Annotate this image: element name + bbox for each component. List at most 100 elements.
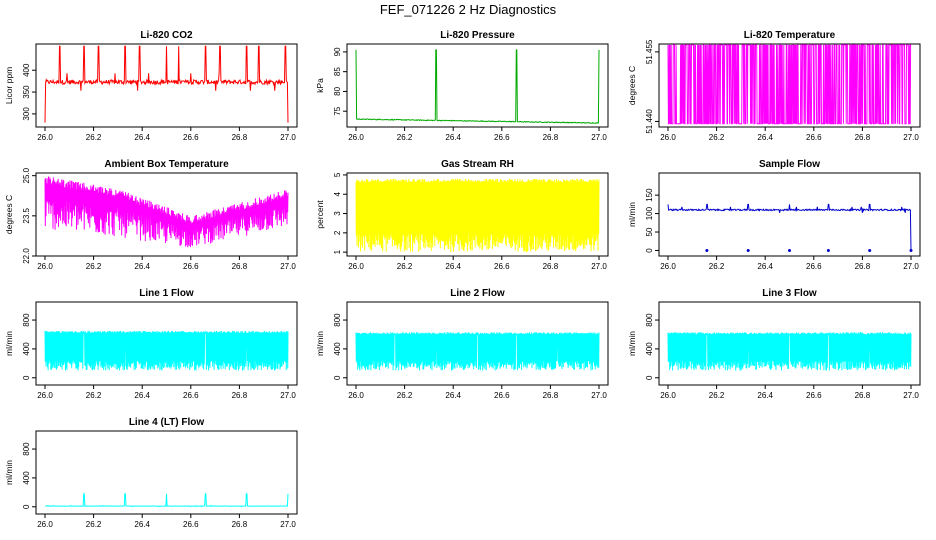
x-tick-label: 26.4 xyxy=(134,262,150,271)
x-tick-label: 26.2 xyxy=(397,133,413,142)
x-tick-label: 27.0 xyxy=(280,262,296,271)
y-tick-label: 300 xyxy=(22,107,31,121)
data-series-line xyxy=(44,493,289,508)
y-tick-label: 51.440 xyxy=(645,109,654,134)
plot-frame xyxy=(35,301,298,386)
x-tick-label: 26.4 xyxy=(757,133,773,142)
plot-frame xyxy=(35,43,298,128)
x-tick-label: 26.0 xyxy=(37,262,53,271)
y-tick-label: 400 xyxy=(22,342,31,356)
chart-title: Li-820 Pressure xyxy=(440,30,515,41)
x-tick-label: 27.0 xyxy=(903,262,919,271)
data-point xyxy=(826,248,830,252)
y-tick-label: 400 xyxy=(22,471,31,485)
x-tick-label: 26.4 xyxy=(134,520,150,529)
y-axis-label: ml/min xyxy=(315,331,325,356)
y-tick-label: 25.0 xyxy=(22,167,31,183)
data-point xyxy=(909,248,913,252)
y-tick-label: 1 xyxy=(333,249,342,254)
chart-panel-1: Li-820 CO2 26.0 26.2 26.4 26.6 26.8 27.0 300 350… xyxy=(4,30,298,142)
chart-title: Line 3 Flow xyxy=(762,288,817,299)
y-axis-label: degrees C xyxy=(627,66,637,105)
data-series-line xyxy=(667,203,912,251)
x-tick-label: 26.6 xyxy=(183,133,199,142)
x-tick-label: 27.0 xyxy=(591,133,607,142)
data-series-line xyxy=(44,45,289,123)
plot-frame xyxy=(658,43,921,128)
x-tick-label: 26.2 xyxy=(86,520,102,529)
x-tick-label: 26.2 xyxy=(86,391,102,400)
y-tick-label: 800 xyxy=(22,442,31,456)
y-tick-label: 800 xyxy=(22,313,31,327)
chart-title: Line 4 (LT) Flow xyxy=(129,417,205,428)
y-tick-label: 400 xyxy=(333,342,342,356)
x-tick-label: 26.8 xyxy=(232,520,248,529)
x-tick-label: 26.2 xyxy=(86,262,102,271)
x-tick-label: 26.4 xyxy=(134,133,150,142)
y-tick-label: 90 xyxy=(333,47,342,56)
chart-panel-8: Line 2 Flow 26.0 26.2 26.4 26.6 26.8 27.0 0 400 8… xyxy=(315,288,609,400)
x-tick-label: 26.8 xyxy=(232,133,248,142)
x-tick-label: 26.0 xyxy=(37,520,53,529)
chart-title: Li-820 Temperature xyxy=(744,30,836,41)
y-tick-label: 3 xyxy=(333,211,342,216)
y-axis-label: ml/min xyxy=(627,331,637,356)
x-tick-label: 27.0 xyxy=(591,391,607,400)
x-tick-label: 26.0 xyxy=(660,391,676,400)
data-series-line xyxy=(44,176,289,248)
y-axis-label: ml/min xyxy=(4,331,14,356)
y-tick-label: 22.0 xyxy=(22,248,31,264)
data-series-line xyxy=(44,330,289,371)
x-tick-label: 26.0 xyxy=(37,133,53,142)
y-tick-label: 150 xyxy=(645,188,654,202)
y-axis-label: ml/min xyxy=(4,460,14,485)
y-axis-label: percent xyxy=(315,200,325,229)
x-tick-label: 26.0 xyxy=(37,391,53,400)
chart-title: Li-820 CO2 xyxy=(140,30,193,41)
x-tick-label: 26.6 xyxy=(494,262,510,271)
x-tick-label: 26.6 xyxy=(183,262,199,271)
x-tick-label: 27.0 xyxy=(903,133,919,142)
x-tick-label: 26.0 xyxy=(660,262,676,271)
chart-title: Line 2 Flow xyxy=(450,288,505,299)
y-tick-label: 800 xyxy=(333,313,342,327)
x-tick-label: 26.8 xyxy=(232,391,248,400)
y-axis-label: ml/min xyxy=(627,202,637,227)
x-tick-label: 26.4 xyxy=(757,262,773,271)
data-point xyxy=(705,248,709,252)
y-tick-label: 0 xyxy=(22,504,31,509)
data-series-line xyxy=(355,178,600,253)
data-series-line xyxy=(355,332,600,371)
plot-frame xyxy=(346,43,609,128)
x-tick-label: 26.2 xyxy=(397,262,413,271)
figure-title: FEF_071226 2 Hz Diagnostics xyxy=(379,2,557,17)
data-point xyxy=(746,248,750,252)
y-tick-label: 23.5 xyxy=(22,208,31,224)
y-tick-label: 0 xyxy=(645,375,654,380)
x-tick-label: 26.2 xyxy=(709,133,725,142)
x-tick-label: 27.0 xyxy=(280,391,296,400)
x-tick-label: 26.6 xyxy=(183,391,199,400)
y-tick-label: 4 xyxy=(333,191,342,196)
x-tick-label: 27.0 xyxy=(903,391,919,400)
data-point xyxy=(788,248,791,252)
y-tick-label: 85 xyxy=(333,67,342,76)
x-tick-label: 26.0 xyxy=(348,391,364,400)
x-tick-label: 26.2 xyxy=(709,391,725,400)
y-tick-label: 75 xyxy=(333,106,342,115)
x-tick-label: 26.6 xyxy=(494,133,510,142)
x-tick-label: 26.8 xyxy=(855,133,871,142)
chart-panel-10: Line 4 (LT) Flow 26.0 26.2 26.4 26.6 26.8 27.0… xyxy=(4,417,298,529)
chart-panel-2: Li-820 Pressure 26.0 26.2 26.4 26.6 26.8 27.0 7… xyxy=(315,30,609,142)
plot-frame xyxy=(346,172,609,257)
x-tick-label: 26.4 xyxy=(757,391,773,400)
x-tick-label: 26.8 xyxy=(543,391,559,400)
x-tick-label: 26.4 xyxy=(445,133,461,142)
chart-panel-5: Gas Stream RH 26.0 26.2 26.4 26.6 26.8 27.0 1 2 3… xyxy=(315,159,609,271)
x-tick-label: 26.8 xyxy=(543,133,559,142)
data-series-line xyxy=(667,332,912,371)
x-tick-label: 26.0 xyxy=(348,262,364,271)
y-tick-label: 0 xyxy=(22,375,31,380)
